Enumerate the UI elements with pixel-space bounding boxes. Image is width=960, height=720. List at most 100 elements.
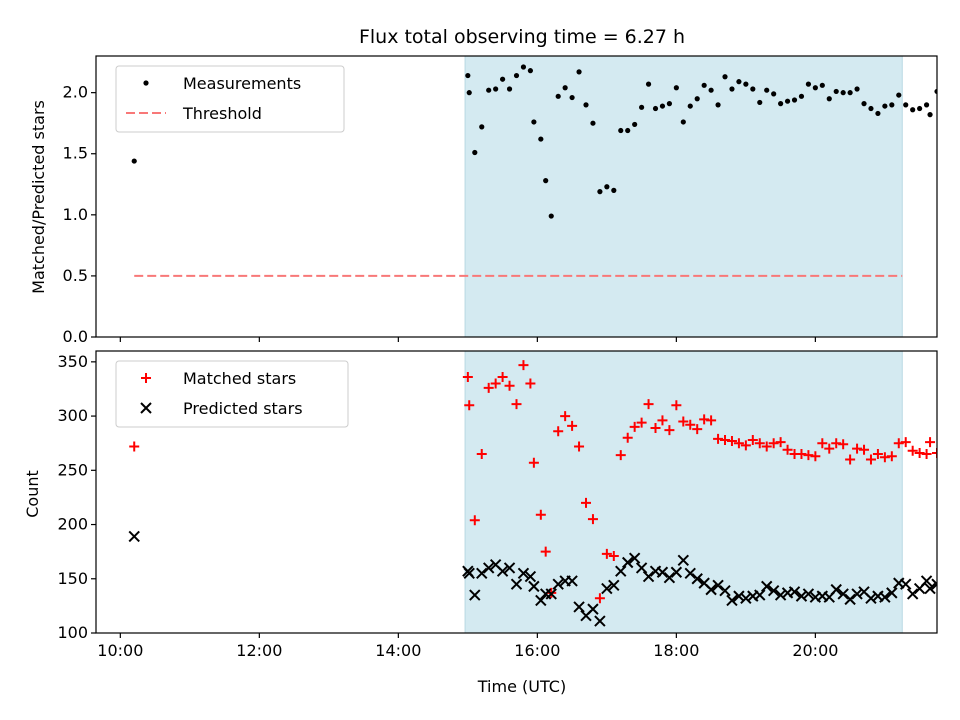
predicted-star-point — [754, 589, 766, 601]
measurement-point — [934, 88, 937, 95]
predicted-star-point — [924, 582, 936, 595]
predicted-star-point — [128, 530, 140, 543]
y-tick-label-ratio: 0.5 — [63, 266, 88, 285]
legend-marker-matched — [141, 373, 151, 383]
measurement-point — [708, 87, 714, 93]
matched-star-point — [622, 432, 633, 443]
matched-star-point — [699, 414, 710, 425]
predicted-star-point — [931, 578, 937, 590]
measurement-point — [479, 124, 485, 130]
x-tick-label: 12:00 — [236, 641, 282, 660]
y-tick-label-count: 250 — [57, 460, 88, 479]
matched-star-point — [671, 400, 682, 411]
matched-star-point — [678, 416, 689, 427]
measurement-point — [840, 90, 846, 96]
measurement-point — [493, 86, 499, 92]
predicted-star-point — [670, 566, 683, 578]
predicted-star-point — [712, 579, 724, 591]
predicted-star-point — [733, 590, 745, 602]
matched-star-point — [553, 426, 564, 437]
matched-star-point — [939, 441, 949, 451]
predicted-star-point — [482, 562, 495, 574]
matched-star-point — [925, 437, 936, 448]
measurement-point — [597, 189, 603, 195]
x-tick-label: 14:00 — [375, 641, 421, 660]
predicted-star-point — [906, 588, 919, 600]
predicted-star-point — [615, 565, 627, 577]
predicted-star-point — [642, 570, 655, 583]
matched-star-point — [511, 399, 522, 410]
measurement-point — [625, 127, 631, 134]
measurement-point — [791, 97, 798, 103]
matched-star-point — [490, 378, 501, 389]
legend-box — [115, 65, 345, 133]
measurement-point — [673, 85, 679, 91]
matched-star-point — [768, 438, 779, 449]
matched-star-point — [528, 457, 539, 468]
x-axis-label: Time (UTC) — [477, 677, 566, 696]
matched-star-point — [953, 435, 960, 445]
predicted-star-point — [463, 567, 475, 580]
matched-star-point — [845, 454, 856, 465]
measurement-point — [812, 85, 818, 91]
observing-window-ratio — [464, 55, 903, 338]
measurement-point — [882, 103, 888, 109]
matched-star-point — [932, 447, 937, 458]
predicted-star-point — [517, 567, 530, 580]
plot-layer: 0.0 0.5 1.0 1.5 2.0 Measurements Threshold 100 1… — [57, 55, 960, 660]
y-tick-label-ratio: 0.0 — [63, 327, 88, 346]
matched-star-point — [685, 419, 696, 430]
legend-box — [115, 360, 349, 428]
legend-count: Matched stars Predicted stars — [115, 360, 349, 428]
predicted-star-point — [601, 582, 613, 595]
matched-star-point — [810, 451, 821, 462]
predicted-star-point — [628, 552, 641, 564]
measurement-point — [576, 69, 582, 75]
axes-frame-count — [95, 350, 938, 634]
matched-star-point — [775, 437, 786, 448]
measurement-point — [527, 68, 534, 74]
legend-ratio: Measurements Threshold — [115, 65, 345, 133]
predicted-star-point — [761, 580, 773, 593]
matched-star-point — [865, 454, 876, 465]
measurement-point — [604, 184, 610, 190]
predicted-star-point — [837, 588, 849, 600]
predicted-star-point — [621, 556, 634, 569]
matched-star-point — [692, 424, 703, 435]
measurement-point — [955, 90, 960, 95]
x-tick-label: 10:00 — [97, 641, 143, 660]
predicted-star-point — [469, 589, 481, 601]
matched-star-point — [747, 434, 758, 445]
y-tick-label-count: 100 — [57, 623, 88, 642]
plot-area-count — [128, 360, 960, 627]
predicted-star-point — [656, 566, 669, 578]
measurement-point — [701, 82, 707, 88]
matched-star-point — [754, 438, 765, 449]
matched-star-point — [720, 434, 731, 445]
matched-star-point — [907, 445, 918, 456]
matched-star-point — [796, 449, 807, 460]
predicted-star-point — [740, 592, 752, 604]
predicted-star-point — [953, 576, 960, 586]
measurement-point — [798, 93, 805, 99]
measurement-point — [743, 81, 749, 87]
predicted-star-point — [528, 580, 540, 593]
matched-star-point — [615, 450, 626, 461]
measurement-point — [819, 82, 825, 88]
predicted-star-point — [830, 583, 842, 596]
measurement-point — [826, 96, 832, 102]
legend-label: Measurements — [183, 74, 301, 93]
matched-star-point — [643, 399, 654, 410]
measurement-point — [729, 86, 735, 92]
y-tick-label-ratio: 2.0 — [63, 83, 88, 102]
matched-star-point — [636, 417, 647, 428]
predicted-star-point — [566, 575, 578, 587]
matched-star-point — [803, 450, 814, 461]
legend-label: Threshold — [182, 104, 262, 123]
measurement-point — [917, 105, 923, 112]
x-tick-label: 16:00 — [514, 641, 560, 660]
x-tick-label: 20:00 — [792, 641, 838, 660]
measurement-point — [645, 81, 652, 87]
matched-star-point — [733, 438, 744, 449]
predicted-star-point — [663, 571, 676, 584]
